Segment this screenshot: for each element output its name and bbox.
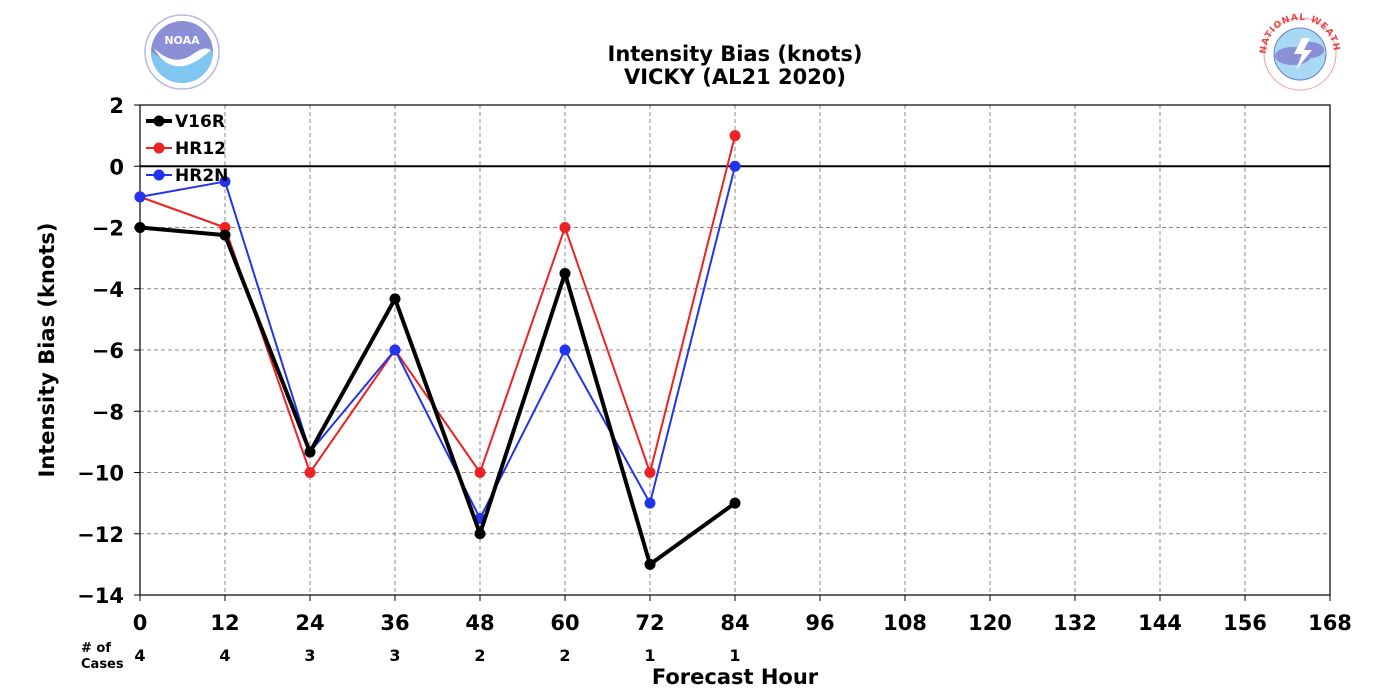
- y-tick-label--12: −12: [77, 523, 124, 547]
- cases-count-12: 4: [219, 646, 230, 665]
- point-v16r-72: [644, 558, 656, 570]
- point-v16r-84: [729, 497, 741, 509]
- grid-lines: [140, 105, 1330, 595]
- point-v16r-0: [134, 222, 146, 233]
- y-tick-label--6: −6: [92, 339, 124, 363]
- x-tick-label-12: 12: [210, 611, 239, 635]
- cases-label-line2: Cases: [81, 657, 124, 672]
- noaa-logo: NOAA: [144, 14, 220, 90]
- point-hr12-60: [559, 222, 571, 233]
- legend-label-v16r: V16R: [175, 112, 225, 132]
- point-hr12-84: [729, 130, 741, 142]
- cases-count-48: 2: [474, 646, 485, 665]
- y-tick-label--2: −2: [92, 217, 124, 241]
- cases-row: 4 4 3 3 2 2 1 1: [134, 646, 740, 665]
- cases-count-0: 4: [134, 646, 145, 665]
- legend-label-hr2n: HR2N: [175, 166, 228, 186]
- x-tick-label-72: 72: [635, 611, 664, 635]
- legend-marker-hr2n: [153, 169, 165, 181]
- chart-title: Intensity Bias (knots): [608, 42, 863, 66]
- y-tick-label-2: 2: [109, 94, 124, 118]
- y-axis-ticks: 2 0 −2 −4 −6 −8 −10 −12 −14: [77, 94, 140, 608]
- series-line-v16r: [139, 225, 737, 567]
- legend-marker-v16r: [153, 115, 165, 127]
- point-hr2n-84: [729, 160, 741, 172]
- x-tick-label-168: 168: [1308, 611, 1352, 635]
- x-tick-label-84: 84: [720, 611, 749, 635]
- point-hr2n-0: [134, 191, 146, 203]
- point-hr12-12: [219, 222, 231, 233]
- x-tick-label-24: 24: [295, 611, 324, 635]
- y-tick-label--4: −4: [92, 278, 124, 302]
- legend-marker-hr12: [153, 142, 165, 154]
- y-tick-label--10: −10: [77, 462, 124, 486]
- point-hr12-72: [644, 467, 656, 478]
- x-tick-label-96: 96: [805, 611, 834, 635]
- x-axis-label: Forecast Hour: [652, 665, 819, 689]
- cases-count-36: 3: [389, 646, 400, 665]
- series-line-hr2n: [139, 166, 736, 520]
- legend: V16R HR12 HR2N: [146, 112, 228, 186]
- x-tick-label-60: 60: [550, 611, 579, 635]
- x-tick-label-108: 108: [883, 611, 927, 635]
- legend-item-hr2n: HR2N: [146, 166, 228, 186]
- point-hr2n-60: [559, 344, 571, 356]
- y-tick-label--14: −14: [77, 584, 124, 608]
- y-tick-label-0: 0: [109, 155, 124, 179]
- point-v16r-48: [474, 528, 486, 540]
- point-v16r-60: [559, 267, 571, 279]
- cases-label-line1: # of: [81, 641, 111, 656]
- y-axis-label: Intensity Bias (knots): [35, 223, 59, 478]
- x-tick-label-0: 0: [133, 611, 148, 635]
- x-tick-label-144: 144: [1138, 611, 1182, 635]
- x-tick-label-48: 48: [465, 611, 494, 635]
- x-tick-label-132: 132: [1053, 611, 1097, 635]
- x-axis-ticks: 0 12 24 36 48 60 72 84 96 108 120 132 144 156 168: [133, 595, 1352, 635]
- point-hr2n-12: [219, 176, 231, 188]
- point-v16r-24: [304, 446, 316, 458]
- point-v16r-12: [219, 229, 231, 241]
- cases-count-72: 1: [644, 646, 655, 665]
- series-v16r: [134, 222, 741, 570]
- point-hr12-24: [304, 467, 316, 478]
- y-tick-label--8: −8: [92, 400, 124, 424]
- x-tick-label-120: 120: [968, 611, 1012, 635]
- chart-subtitle: VICKY (AL21 2020): [624, 65, 846, 89]
- x-tick-label-156: 156: [1223, 611, 1267, 635]
- x-tick-label-36: 36: [380, 611, 409, 635]
- series-layer: [134, 130, 741, 570]
- cases-count-84: 1: [729, 646, 740, 665]
- point-hr2n-36: [389, 344, 401, 356]
- cases-count-60: 2: [559, 646, 570, 665]
- legend-label-hr12: HR12: [175, 139, 226, 159]
- point-v16r-36: [389, 293, 401, 305]
- point-hr2n-72: [644, 497, 656, 509]
- legend-item-v16r: V16R: [146, 112, 225, 132]
- point-hr12-48: [474, 467, 486, 478]
- cases-count-24: 3: [304, 646, 315, 665]
- legend-item-hr12: HR12: [146, 139, 226, 159]
- noaa-logo-text: NOAA: [164, 34, 200, 47]
